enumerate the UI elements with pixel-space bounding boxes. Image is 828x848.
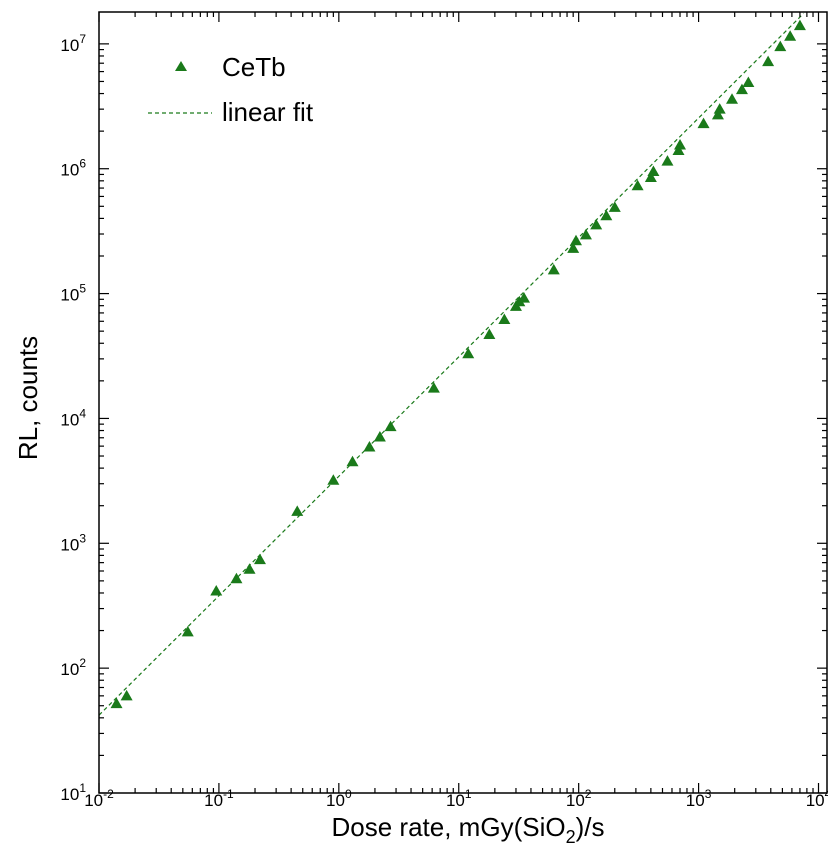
data-point: [384, 420, 397, 432]
data-point: [327, 474, 340, 485]
data-point: [774, 40, 787, 52]
data-point: [726, 93, 739, 104]
data-point: [547, 263, 560, 275]
y-tick-label: 102: [60, 656, 86, 679]
y-tick-label: 103: [60, 531, 86, 554]
data-point: [793, 19, 806, 31]
data-point: [742, 76, 755, 88]
data-point: [373, 431, 386, 442]
data-point: [631, 179, 644, 191]
y-tick-label: 107: [60, 32, 86, 55]
data-point: [697, 117, 710, 129]
data-point: [713, 103, 726, 114]
data-point: [674, 138, 687, 150]
data-point: [762, 55, 775, 67]
legend: CeTb linear fit: [148, 52, 314, 127]
data-point: [567, 242, 580, 253]
data-point: [498, 313, 511, 325]
data-point: [483, 328, 496, 340]
data-point: [647, 165, 660, 177]
data-point: [579, 228, 592, 240]
data-point: [784, 30, 797, 41]
data-point: [600, 209, 613, 221]
data-point: [590, 218, 603, 230]
data-point: [230, 572, 243, 584]
legend-label-fit: linear fit: [222, 97, 314, 127]
x-tick-label: 10-2: [84, 787, 114, 810]
data-point: [120, 689, 133, 701]
x-axis-title-main: Dose rate, mGy(SiO: [332, 812, 566, 842]
data-point: [672, 144, 685, 155]
data-point: [427, 382, 440, 393]
x-axis-title-suffix: )/s: [576, 812, 605, 842]
data-point: [346, 455, 359, 467]
data-point: [735, 83, 748, 95]
legend-marker-cetb: [175, 61, 187, 71]
axis-ticks: [98, 12, 827, 794]
data-point: [569, 234, 582, 246]
x-tick-label: 101: [446, 787, 472, 810]
data-point: [210, 584, 223, 596]
data-point: [462, 347, 475, 359]
data-point: [243, 563, 256, 574]
x-axis-title-subscript: 2: [566, 827, 576, 847]
data-point: [608, 201, 621, 212]
y-tick-label: 105: [60, 282, 86, 305]
x-tick-label: 10-1: [204, 787, 234, 810]
y-tick-label: 106: [60, 157, 86, 180]
plot-frame: [98, 11, 828, 794]
x-tick-label: 103: [686, 787, 712, 810]
data-point: [291, 505, 304, 516]
data-point: [661, 155, 674, 166]
data-marks: [98, 13, 806, 716]
x-axis-title: Dose rate, mGy(SiO2)/s: [332, 812, 605, 847]
data-point: [711, 108, 724, 120]
data-point: [181, 625, 194, 637]
data-point: [253, 553, 266, 565]
fit-line: [98, 13, 804, 716]
y-tick-label: 101: [60, 781, 86, 804]
data-point: [110, 697, 123, 709]
data-point: [644, 171, 657, 183]
x-tick-label: 102: [566, 787, 592, 810]
y-tick-label: 104: [60, 406, 86, 429]
legend-label-cetb: CeTb: [222, 52, 286, 82]
y-axis-title: RL, counts: [13, 336, 43, 460]
x-tick-label: 100: [326, 787, 352, 810]
data-point: [517, 292, 530, 303]
x-tick-label: 104: [806, 787, 828, 810]
tick-labels: 10-2 10-1 100 101 102 103 104 101 102 103 104 105 10…: [60, 32, 828, 810]
data-point: [363, 441, 376, 452]
